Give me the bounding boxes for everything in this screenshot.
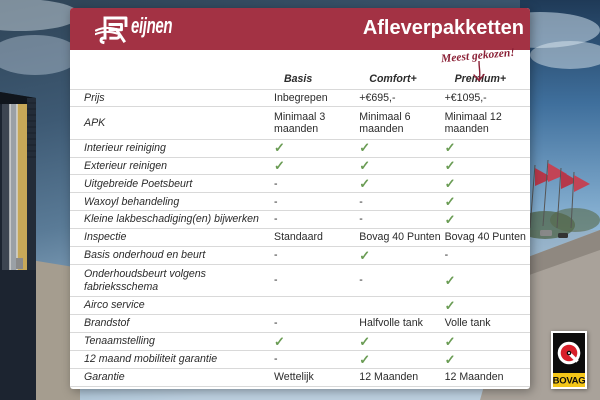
svg-text:BOVAG: BOVAG <box>553 376 586 387</box>
